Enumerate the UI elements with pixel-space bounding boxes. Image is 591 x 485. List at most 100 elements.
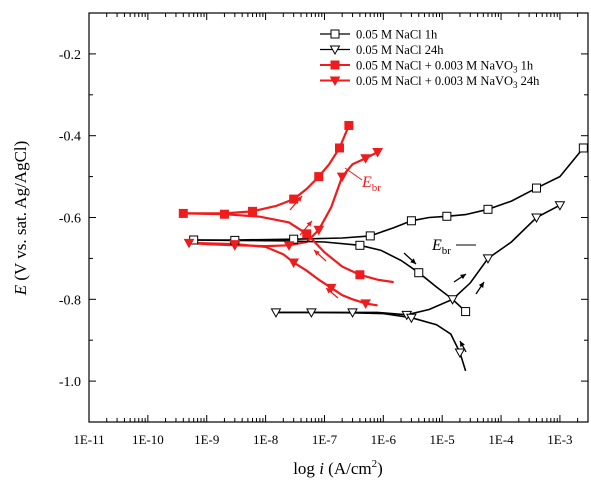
x-tick-label: 1E-3 [547,432,572,447]
legend-item: 0.05 M NaCl 24h [320,43,444,57]
arrow-head [314,250,320,256]
y-tick-label: -0.2 [59,48,81,63]
scan-arrow [289,195,303,211]
data-point [325,283,337,294]
x-tick-label: 1E-7 [312,432,338,447]
scan-arrow [453,273,467,283]
arrow-head [306,221,312,227]
data-point [178,208,188,218]
scan-arrow [325,287,339,299]
y-tick-label: -1.0 [59,375,81,390]
direction-arrows [289,195,485,353]
scan-arrow [313,249,327,262]
data-point [306,308,317,318]
data-point [229,240,241,250]
curves [183,125,584,372]
data-point [531,213,542,224]
data-point [372,148,383,158]
arrow-head [326,288,332,294]
legend-item: 0.05 M NaCl + 0.003 M NaVO3 1h [320,59,534,75]
data-point [414,268,424,278]
y-tick-label: -0.8 [59,293,81,308]
data-point [355,240,365,250]
ebr-black-subscript: br [442,245,452,257]
branch-line [193,239,467,313]
data-point [248,206,258,216]
data-point [355,270,365,280]
data-point [578,143,588,153]
x-tick-label: 1E-11 [73,432,104,447]
data-point [270,308,282,318]
legend: 0.05 M NaCl 1h0.05 M NaCl 24h 0.05 M NaCl… [320,28,540,90]
y-tick-label: -0.6 [59,212,81,227]
ebr-red-subscript: br [372,182,382,194]
legend-label: 0.05 M NaCl 24h [356,43,444,57]
data-point [531,183,541,193]
legend-item: 0.05 M NaCl 1h [320,28,438,42]
x-tick-label: 1E-4 [488,432,514,447]
data-point [344,120,354,130]
data-point [482,254,494,264]
y-axis: -0.2 -0.4 -0.6 -0.8 -1.0 [59,12,588,423]
data-point [554,201,566,211]
x-axis-label-unit: (A/cm [324,459,372,478]
ebr-black-letter: E [431,237,442,254]
data-point [347,308,358,318]
data-point [334,143,344,153]
x-axis-label-exp: 2 [372,458,378,470]
data-point [313,225,325,236]
legend-marker [329,45,341,56]
branch-line [188,241,378,307]
data-point [447,295,458,305]
x-tick-label: 1E-6 [371,432,397,447]
arrow-head [460,341,465,347]
x-tick-label: 1E-5 [430,432,455,447]
legend-marker [330,60,340,70]
arrow-head [296,196,302,202]
x-axis: 1E-11 1E-10 1E-9 1E-8 1E-7 1E-6 1E-5 1E-4 1E-3 [73,13,589,447]
arrow-head [410,258,416,264]
legend-item: 0.05 M NaCl + 0.003 M NaVO3 24h [320,74,540,90]
scan-arrow [459,340,467,353]
data-point [360,299,371,309]
data-point [461,307,471,317]
data-point [483,204,493,214]
data-point [289,234,299,244]
data-point [219,209,229,219]
series-line [188,151,379,248]
y-tick-label: -0.4 [59,130,81,145]
x-axis-label: log i (A/cm2) [293,458,383,478]
data-point [365,231,375,241]
series-line [276,204,561,316]
annotations: Ebr Ebr [344,167,476,257]
data-point [314,172,324,182]
data-point [360,154,371,164]
branch-line [276,311,467,372]
ebr-annotation-black: Ebr [431,237,451,257]
ebr-red-pointer [344,167,363,181]
x-axis-label-log: log [293,459,319,478]
series-line [193,147,584,241]
data-point [283,241,295,251]
scan-arrow [299,220,313,236]
series-line [183,125,350,215]
data-point [336,172,348,183]
scan-arrow [475,281,485,295]
data-point [406,216,416,226]
legend-marker [329,76,341,87]
arrow-head [478,282,484,288]
legend-label: 0.05 M NaCl + 0.003 M NaVO3 24h [356,74,540,90]
data-point [406,313,417,324]
ebr-red-letter: E [361,174,372,191]
branch-line [183,212,394,284]
markers [178,120,588,358]
data-point [288,258,300,269]
y-axis-label-e: E [11,284,30,296]
x-tick-label: 1E-10 [132,432,164,447]
scan-arrow [403,252,417,265]
arrow-head [460,274,466,280]
x-tick-label: 1E-8 [253,432,278,447]
data-point [442,211,452,221]
legend-label: 0.05 M NaCl 1h [356,28,438,42]
